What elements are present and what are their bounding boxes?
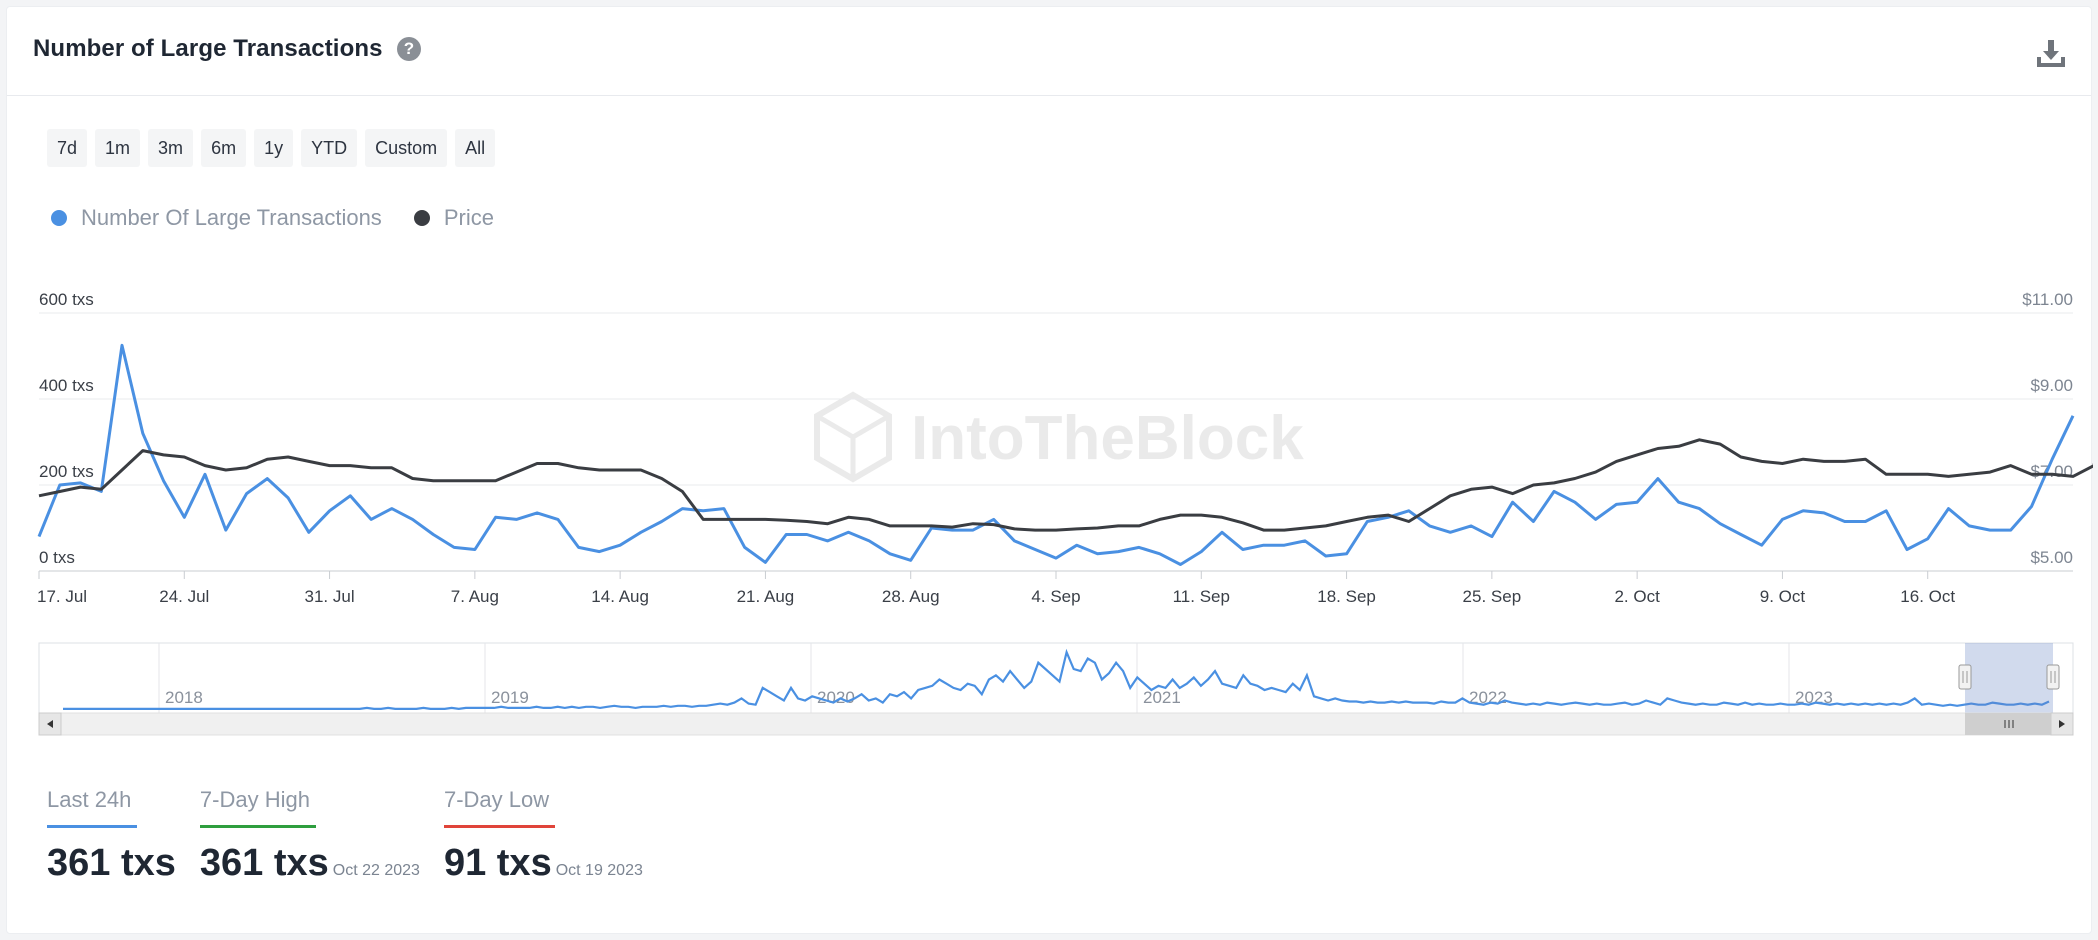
x-tick-label: 9. Oct [1760,587,1806,606]
navigator-series-line [63,648,2050,711]
stat-date: Oct 19 2023 [555,862,643,879]
stat-value: 361 txs [47,842,176,884]
x-tick-label: 14. Aug [591,587,649,606]
scrollbar-track [38,712,2074,736]
navigator-year-label: 2020 [817,688,855,707]
navigator: 2018 2019 2020 2021 2022 2023 [38,642,2074,736]
navigator-handle-left[interactable] [1958,664,1972,690]
x-tick-label: 11. Sep [1173,587,1230,606]
navigator-year-label: 2021 [1143,688,1181,707]
navigator-year-label: 2023 [1795,688,1833,707]
y-left-tick-label: 400 txs [39,376,94,395]
x-tick-label: 18. Sep [1317,587,1376,606]
x-tick-label: 21. Aug [737,587,795,606]
y-right-tick-label: $9.00 [2030,376,2073,395]
navigator-year-label: 2019 [491,688,529,707]
handle-body [1958,664,1972,690]
watermark-logo: IntoTheBlock [814,391,1304,483]
x-tick-label: 25. Sep [1463,587,1522,606]
x-tick-label: 28. Aug [882,587,940,606]
y-left-tick-label: 200 txs [39,462,94,481]
watermark-cube-lines [815,413,891,479]
stat-7day-low: 7-Day Low 91 txs Oct 19 2023 [443,787,643,885]
y-right-tick-label: $7.00 [2030,462,2073,481]
x-tick-label: 24. Jul [159,587,209,606]
chevron-left-icon [47,720,53,728]
navigator-year-label: 2018 [165,688,203,707]
legend-label-price: Price [443,205,494,230]
chart-plot: IntoTheBlock 0 txs 200 txs 400 txs 600 txs $5… [37,290,2093,736]
stat-label: Last 24h [47,787,138,828]
stat-label: 7-Day Low [443,787,556,828]
stat-last-24h: Last 24h 361 txs [47,787,176,885]
x-tick-label: 7. Aug [451,587,499,606]
watermark-text: IntoTheBlock [911,404,1304,473]
download-icon[interactable] [2035,37,2067,69]
stat-7day-high: 7-Day High 361 txs Oct 22 2023 [199,787,420,885]
range-button-1m[interactable]: 1m [95,129,141,167]
y-right-tick-label: $5.00 [2030,548,2073,567]
navigator-scrollbar[interactable] [38,712,2074,736]
range-button-ytd[interactable]: YTD [301,129,358,167]
chevron-right-icon [2059,720,2065,728]
watermark-hexagon [814,391,892,483]
y-left-tick-label: 0 txs [39,548,75,567]
navigator-selection [1965,643,2053,713]
x-tick-label: 4. Sep [1031,587,1080,606]
x-tick-label: 2. Oct [1614,587,1660,606]
stat-label: 7-Day High [199,787,316,828]
stats-row: Last 24h 361 txs 7-Day High 361 txs Oct 2… [47,787,643,885]
legend-item-transactions[interactable]: Number Of Large Transactions [51,205,382,231]
stat-date: Oct 22 2023 [332,862,420,879]
navigator-handle-right[interactable] [2046,664,2060,690]
chart-legend: Number Of Large Transactions Price [51,205,526,231]
question-circle-icon[interactable]: ? [397,37,421,61]
handle-body [2046,664,2060,690]
range-button-7d[interactable]: 7d [47,129,88,167]
legend-label-transactions: Number Of Large Transactions [81,205,382,230]
navigator-year-label: 2022 [1469,688,1507,707]
legend-dot-price [413,210,430,226]
legend-dot-transactions [51,210,67,226]
x-tick-label: 31. Jul [305,587,355,606]
range-button-all[interactable]: All [455,129,496,167]
stat-value: 361 txs [199,842,329,884]
range-selector: 7d 1m 3m 6m 1y YTD Custom All [47,129,496,167]
y-right-tick-label: $11.00 [2022,290,2073,309]
x-tick-label: 16. Oct [1900,587,1955,606]
x-tick-label: 17. Jul [37,587,87,606]
card-header: Number of Large Transactions ? [7,7,2091,96]
chart-title: Number of Large Transactions [33,35,383,62]
range-button-3m[interactable]: 3m [148,129,194,167]
series-line-price [38,438,2093,532]
range-button-custom[interactable]: Custom [365,129,448,167]
y-left-tick-label: 600 txs [39,290,94,309]
range-button-6m[interactable]: 6m [201,129,247,167]
range-button-1y[interactable]: 1y [254,129,294,167]
legend-item-price[interactable]: Price [413,205,494,231]
chart-card: Number of Large Transactions ? 7d 1m 3m 6m 1… [6,6,2093,934]
stat-value: 91 txs [443,842,552,884]
series-line-transactions [37,343,2075,566]
